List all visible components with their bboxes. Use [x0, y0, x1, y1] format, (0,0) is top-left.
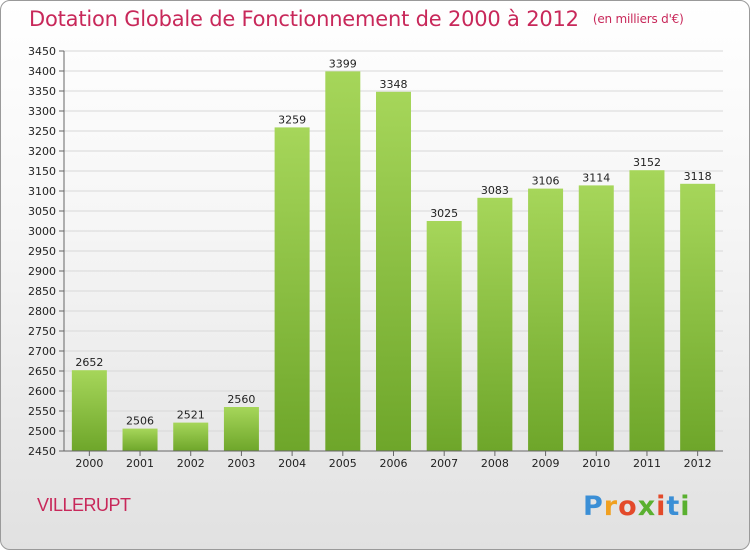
y-tick-label: 2450	[28, 445, 56, 458]
value-label: 2506	[126, 415, 154, 428]
x-tick-label: 2000	[75, 457, 103, 470]
x-tick-label: 2007	[430, 457, 458, 470]
value-label: 3025	[430, 207, 458, 220]
chart-title: Dotation Globale de Fonctionnement de 20…	[29, 7, 684, 31]
y-tick-label: 3100	[28, 185, 56, 198]
x-tick-label: 2011	[633, 457, 661, 470]
bar	[528, 188, 564, 451]
value-label: 3399	[329, 57, 357, 70]
bar	[274, 127, 310, 452]
bar	[426, 221, 462, 451]
value-label: 2560	[227, 393, 255, 406]
y-tick-label: 2550	[28, 405, 56, 418]
x-tick-label: 2012	[684, 457, 712, 470]
x-tick-label: 2009	[532, 457, 560, 470]
y-tick-label: 2900	[28, 265, 56, 278]
y-tick-label: 3200	[28, 145, 56, 158]
y-tick-label: 3300	[28, 105, 56, 118]
logo-letter: P	[583, 491, 604, 522]
y-tick-label: 2750	[28, 325, 56, 338]
axes: 2450 2500 2550 2600 2650 2700 2750 2800 2850 2900…	[28, 45, 723, 470]
y-tick-label: 2500	[28, 425, 56, 438]
logo-letter: i	[680, 491, 691, 522]
logo-letter: o	[618, 491, 638, 522]
logo-letter: t	[666, 491, 681, 522]
y-tick-label: 2650	[28, 365, 56, 378]
bars: 2652 2506 2521 2560 3259 3399 3348 3025 3083 3106…	[71, 57, 716, 452]
bar	[223, 407, 259, 451]
y-tick-label: 3150	[28, 165, 56, 178]
y-tick-label: 3400	[28, 65, 56, 78]
y-tick-label: 3000	[28, 225, 56, 238]
y-tick-label: 3450	[28, 45, 56, 58]
bar	[122, 428, 158, 451]
bar	[680, 183, 716, 452]
y-tick-label: 2800	[28, 305, 56, 318]
value-label: 3348	[380, 78, 408, 91]
value-label: 3118	[684, 170, 712, 183]
y-tick-label: 3250	[28, 125, 56, 138]
y-tick-label: 3050	[28, 205, 56, 218]
x-tick-label: 2004	[278, 457, 306, 470]
value-label: 3259	[278, 113, 306, 126]
value-label: 3114	[582, 171, 610, 184]
logo-letter: i	[656, 491, 667, 522]
y-tick-label: 2600	[28, 385, 56, 398]
value-label: 3083	[481, 184, 509, 197]
x-tick-label: 2002	[177, 457, 205, 470]
commune-name: VILLERUPT	[37, 495, 131, 515]
value-label: 3106	[532, 175, 560, 188]
value-label: 2652	[75, 356, 103, 369]
proxiti-logo: Proxiti	[583, 491, 691, 522]
bar	[376, 91, 411, 452]
x-tick-label: 2010	[582, 457, 610, 470]
title-text: Dotation Globale de Fonctionnement de 20…	[29, 7, 579, 31]
bar	[173, 422, 209, 451]
y-tick-label: 2950	[28, 245, 56, 258]
bar	[629, 170, 665, 451]
x-tick-label: 2005	[329, 457, 357, 470]
value-label: 3152	[633, 156, 661, 169]
x-tick-label: 2003	[227, 457, 255, 470]
x-tick-label: 2001	[126, 457, 154, 470]
logo-letter: x	[637, 491, 657, 522]
bar	[71, 370, 107, 451]
x-tick-label: 2008	[481, 457, 509, 470]
bar	[477, 197, 513, 451]
y-tick-label: 2850	[28, 285, 56, 298]
x-tick-label: 2006	[380, 457, 408, 470]
bar	[578, 185, 614, 451]
y-tick-label: 2700	[28, 345, 56, 358]
logo-letter: r	[603, 491, 619, 522]
unit-label: (en milliers d'€)	[592, 12, 684, 26]
value-label: 2521	[177, 409, 205, 422]
bar	[325, 71, 361, 452]
y-tick-label: 3350	[28, 85, 56, 98]
